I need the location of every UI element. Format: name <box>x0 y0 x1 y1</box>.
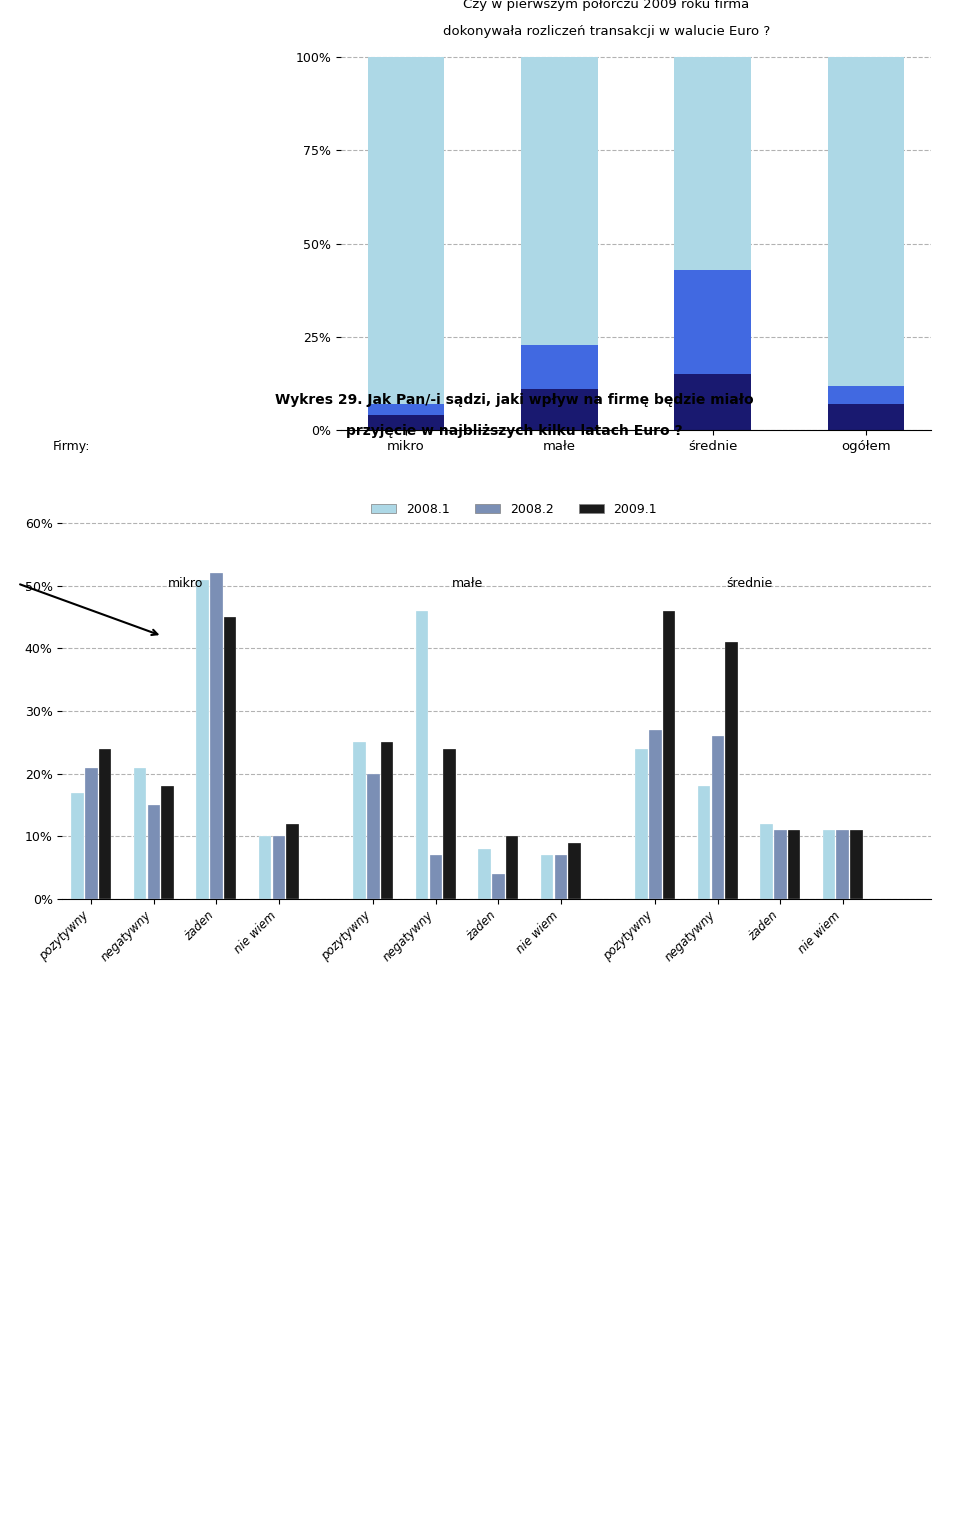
Bar <box>210 573 223 899</box>
Bar <box>148 805 160 899</box>
Text: Wykres 29. Jak Pan/-i sądzi, jaki wpływ na firmę będzie miało: Wykres 29. Jak Pan/-i sądzi, jaki wpływ … <box>275 393 754 407</box>
Bar <box>662 610 675 899</box>
Bar <box>760 824 773 899</box>
Bar <box>353 742 366 899</box>
Text: Czy w pierwszym półorczu 2009 roku firma: Czy w pierwszym półorczu 2009 roku firma <box>464 0 750 11</box>
Bar <box>368 404 444 415</box>
Text: dokonywała rozliczeń transakcji w walucie Euro ?: dokonywała rozliczeń transakcji w waluci… <box>443 26 770 38</box>
Bar <box>367 773 379 899</box>
Bar <box>492 875 505 899</box>
Bar <box>368 57 444 404</box>
Bar <box>540 855 553 899</box>
Bar <box>196 579 209 899</box>
Bar <box>368 415 444 430</box>
Text: małe: małe <box>451 576 483 590</box>
Bar <box>273 836 285 899</box>
Bar <box>478 848 491 899</box>
Bar <box>444 749 456 899</box>
Bar <box>836 830 849 899</box>
Bar <box>521 344 598 389</box>
Bar <box>85 767 98 899</box>
Bar <box>649 730 661 899</box>
Bar <box>823 830 835 899</box>
Bar <box>555 855 567 899</box>
Bar <box>259 836 272 899</box>
Bar <box>224 618 236 899</box>
Bar <box>161 787 174 899</box>
Bar <box>133 767 147 899</box>
Bar <box>521 57 598 344</box>
Bar <box>788 830 801 899</box>
Text: mikro: mikro <box>167 576 203 590</box>
Bar <box>828 404 904 430</box>
Bar <box>521 389 598 430</box>
Bar <box>828 386 904 404</box>
Bar <box>674 271 751 375</box>
Text: przyjęcie w najbliższych kilku latach Euro ?: przyjęcie w najbliższych kilku latach Eu… <box>346 424 683 438</box>
Bar <box>674 375 751 430</box>
Bar <box>674 57 751 271</box>
Bar <box>99 749 111 899</box>
Bar <box>429 855 443 899</box>
Legend: 2008.1, 2008.2, 2009.1: 2008.1, 2008.2, 2009.1 <box>366 498 662 521</box>
Bar <box>416 610 428 899</box>
Bar <box>286 824 299 899</box>
Bar <box>851 830 863 899</box>
Bar <box>506 836 518 899</box>
Text: Firmy:: Firmy: <box>53 441 90 453</box>
Bar <box>71 793 84 899</box>
Bar <box>711 736 724 899</box>
Bar <box>698 787 710 899</box>
Bar <box>725 642 738 899</box>
Bar <box>568 842 581 899</box>
Bar <box>828 57 904 386</box>
Bar <box>636 749 648 899</box>
Text: średnie: średnie <box>726 576 772 590</box>
Bar <box>381 742 394 899</box>
Bar <box>774 830 786 899</box>
